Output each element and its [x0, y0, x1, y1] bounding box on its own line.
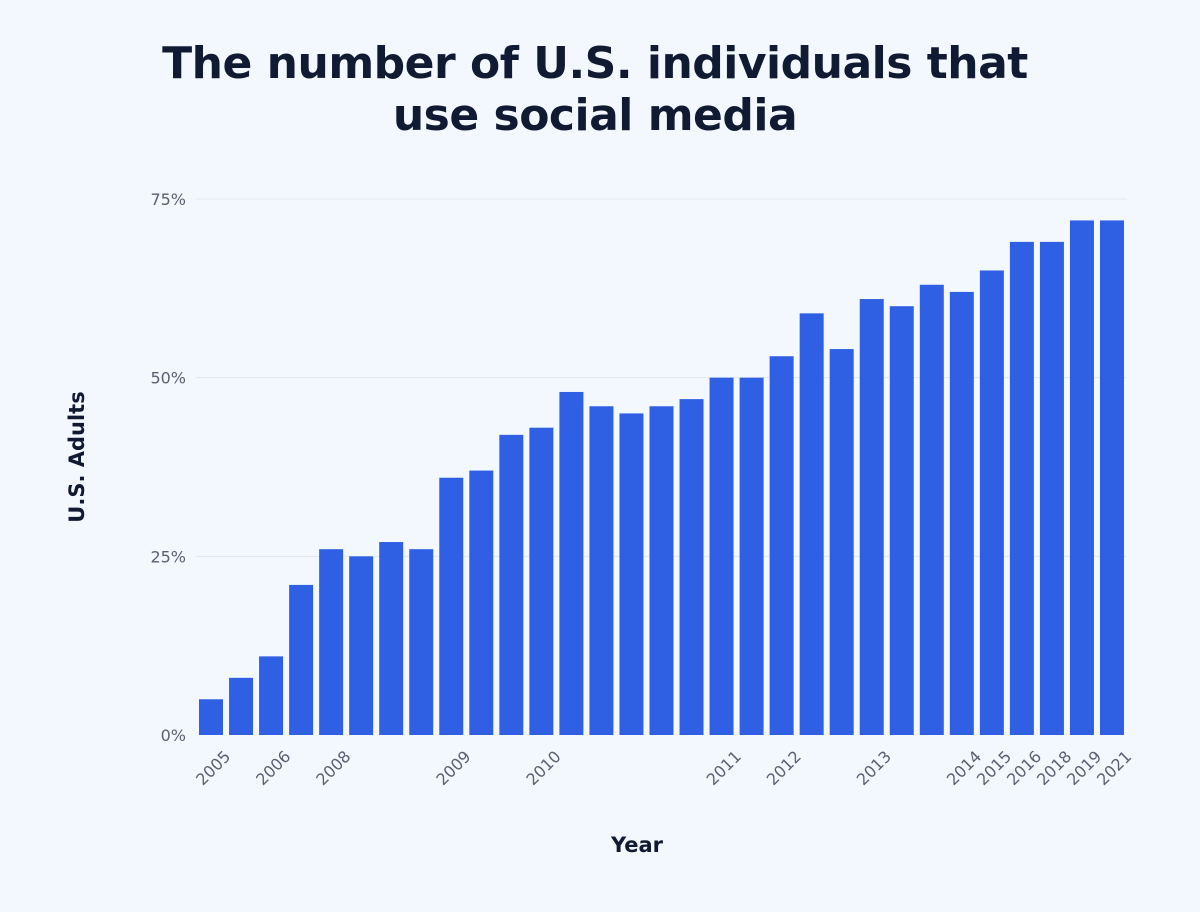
x-tick-label: 2006 — [252, 747, 294, 789]
x-axis-ticks: 2005 2006 2008 2009 2010 2011 2012 2013 20142015… — [192, 747, 1135, 789]
bar — [709, 377, 734, 735]
bar — [559, 391, 584, 735]
bar — [799, 313, 824, 735]
bar — [259, 656, 284, 735]
bar — [1069, 220, 1094, 735]
bar — [739, 377, 764, 735]
chart-title-line-2: use social media — [392, 90, 798, 141]
bar — [409, 549, 434, 735]
y-axis-label: U.S. Adults — [65, 391, 89, 522]
x-tick-label: 2008 — [312, 747, 354, 789]
y-tick-label: 50% — [150, 369, 186, 388]
bar — [319, 549, 344, 735]
x-tick-label: 2012 — [763, 747, 805, 789]
x-tick-label: 2009 — [432, 747, 474, 789]
bar — [649, 406, 674, 735]
x-axis-label: Year — [610, 833, 664, 857]
bar — [889, 306, 914, 735]
bar — [529, 427, 554, 735]
y-tick-label: 0% — [161, 726, 186, 745]
y-tick-label: 25% — [150, 547, 186, 566]
bar — [379, 542, 404, 735]
bar — [229, 677, 254, 735]
chart-title-line-1: The number of U.S. individuals that — [162, 38, 1028, 89]
x-tick-label: 2021 — [1093, 747, 1135, 789]
bar — [979, 270, 1004, 735]
bar — [769, 356, 794, 735]
bar — [289, 584, 314, 735]
bar — [919, 284, 944, 735]
x-tick-label: 2010 — [522, 747, 564, 789]
bar — [859, 299, 884, 735]
bar — [619, 413, 644, 735]
chart-title: The number of U.S. individuals that use … — [0, 38, 1190, 142]
bar — [949, 291, 974, 735]
x-tick-label: 2005 — [192, 747, 234, 789]
bar — [589, 406, 614, 735]
y-tick-label: 75% — [150, 190, 186, 209]
bar — [1039, 241, 1064, 735]
bar — [679, 399, 704, 735]
bar — [439, 477, 464, 735]
y-axis-ticks: 0% 25% 50% 75% — [150, 190, 186, 745]
bar — [349, 556, 374, 735]
bars — [199, 220, 1124, 735]
bar — [1099, 220, 1124, 735]
bar — [499, 434, 524, 735]
x-tick-label: 2013 — [853, 747, 895, 789]
bar — [469, 470, 494, 735]
bar — [1009, 241, 1034, 735]
bar — [199, 699, 224, 735]
bar — [829, 349, 854, 735]
x-tick-label: 2011 — [703, 747, 745, 789]
